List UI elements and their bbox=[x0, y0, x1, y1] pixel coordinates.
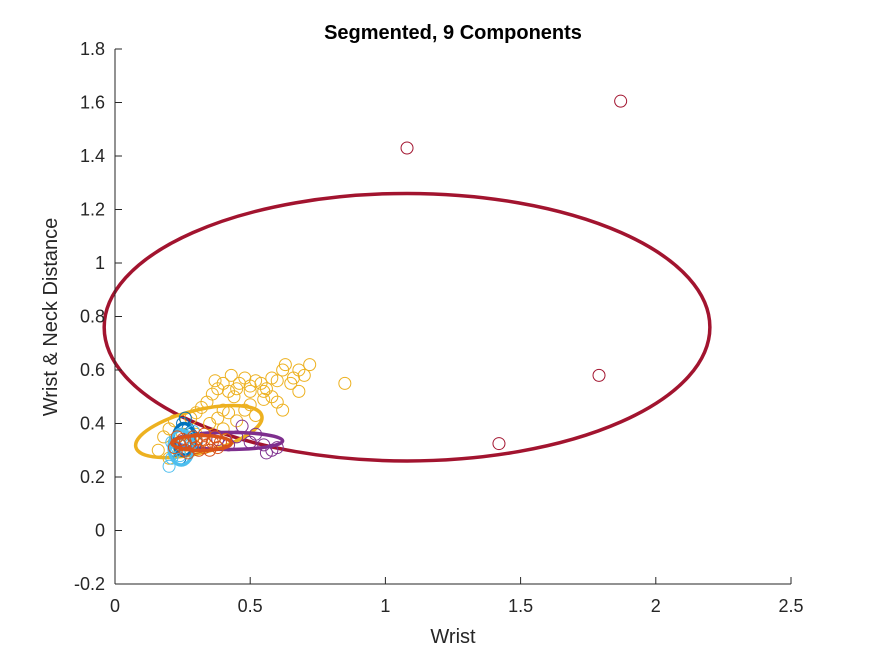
chart-title: Segmented, 9 Components bbox=[324, 22, 582, 44]
data-point bbox=[211, 411, 225, 425]
data-point bbox=[205, 387, 219, 401]
data-point bbox=[614, 94, 628, 108]
component-ellipse bbox=[102, 191, 712, 463]
data-point bbox=[257, 384, 271, 398]
data-point bbox=[162, 459, 176, 473]
data-point bbox=[227, 390, 241, 404]
data-point bbox=[492, 437, 506, 451]
data-point bbox=[292, 384, 306, 398]
x-tick-label: 2 bbox=[651, 596, 661, 616]
y-tick-label: 1.4 bbox=[80, 146, 105, 166]
data-point bbox=[254, 376, 268, 390]
y-tick-label: -0.2 bbox=[74, 574, 105, 594]
data-point bbox=[211, 382, 225, 396]
data-point bbox=[278, 358, 292, 372]
data-point bbox=[270, 374, 284, 388]
plot-area bbox=[102, 94, 712, 473]
y-tick-label: 1.2 bbox=[80, 200, 105, 220]
y-tick-label: 1.8 bbox=[80, 39, 105, 59]
y-tick-label: 1 bbox=[95, 253, 105, 273]
y-tick-label: 0.8 bbox=[80, 307, 105, 327]
data-point bbox=[238, 403, 252, 417]
data-point bbox=[222, 384, 236, 398]
y-tick-label: 0.4 bbox=[80, 414, 105, 434]
data-point bbox=[297, 368, 311, 382]
x-axis-label: Wrist bbox=[430, 626, 476, 648]
y-tick-label: 0 bbox=[95, 521, 105, 541]
data-point bbox=[208, 374, 222, 388]
data-point bbox=[243, 379, 257, 393]
x-tick-label: 0.5 bbox=[238, 596, 263, 616]
data-point bbox=[230, 414, 244, 428]
data-point bbox=[157, 430, 171, 444]
data-point bbox=[592, 368, 606, 382]
axes: 0 0.5 1 1.5 2 2.5-0.200.20.40.60.811.21.41.61… bbox=[74, 39, 804, 616]
y-tick-label: 0.2 bbox=[80, 467, 105, 487]
data-point bbox=[197, 441, 211, 455]
data-point bbox=[338, 376, 352, 390]
data-point bbox=[276, 403, 290, 417]
y-tick-label: 0.6 bbox=[80, 360, 105, 380]
data-point bbox=[181, 446, 195, 460]
data-point bbox=[400, 141, 414, 155]
component-ellipse bbox=[170, 433, 234, 453]
x-tick-label: 1 bbox=[380, 596, 390, 616]
data-point bbox=[230, 382, 244, 396]
data-point bbox=[224, 368, 238, 382]
data-point bbox=[243, 384, 257, 398]
data-point bbox=[189, 433, 203, 447]
data-point bbox=[151, 443, 165, 457]
data-point bbox=[257, 392, 271, 406]
y-axis-label: Wrist & Neck Distance bbox=[40, 218, 62, 417]
x-tick-label: 0 bbox=[110, 596, 120, 616]
data-point bbox=[216, 422, 230, 436]
y-tick-label: 1.6 bbox=[80, 93, 105, 113]
data-point bbox=[303, 358, 317, 372]
data-point bbox=[286, 371, 300, 385]
x-tick-label: 2.5 bbox=[778, 596, 803, 616]
x-tick-label: 1.5 bbox=[508, 596, 533, 616]
